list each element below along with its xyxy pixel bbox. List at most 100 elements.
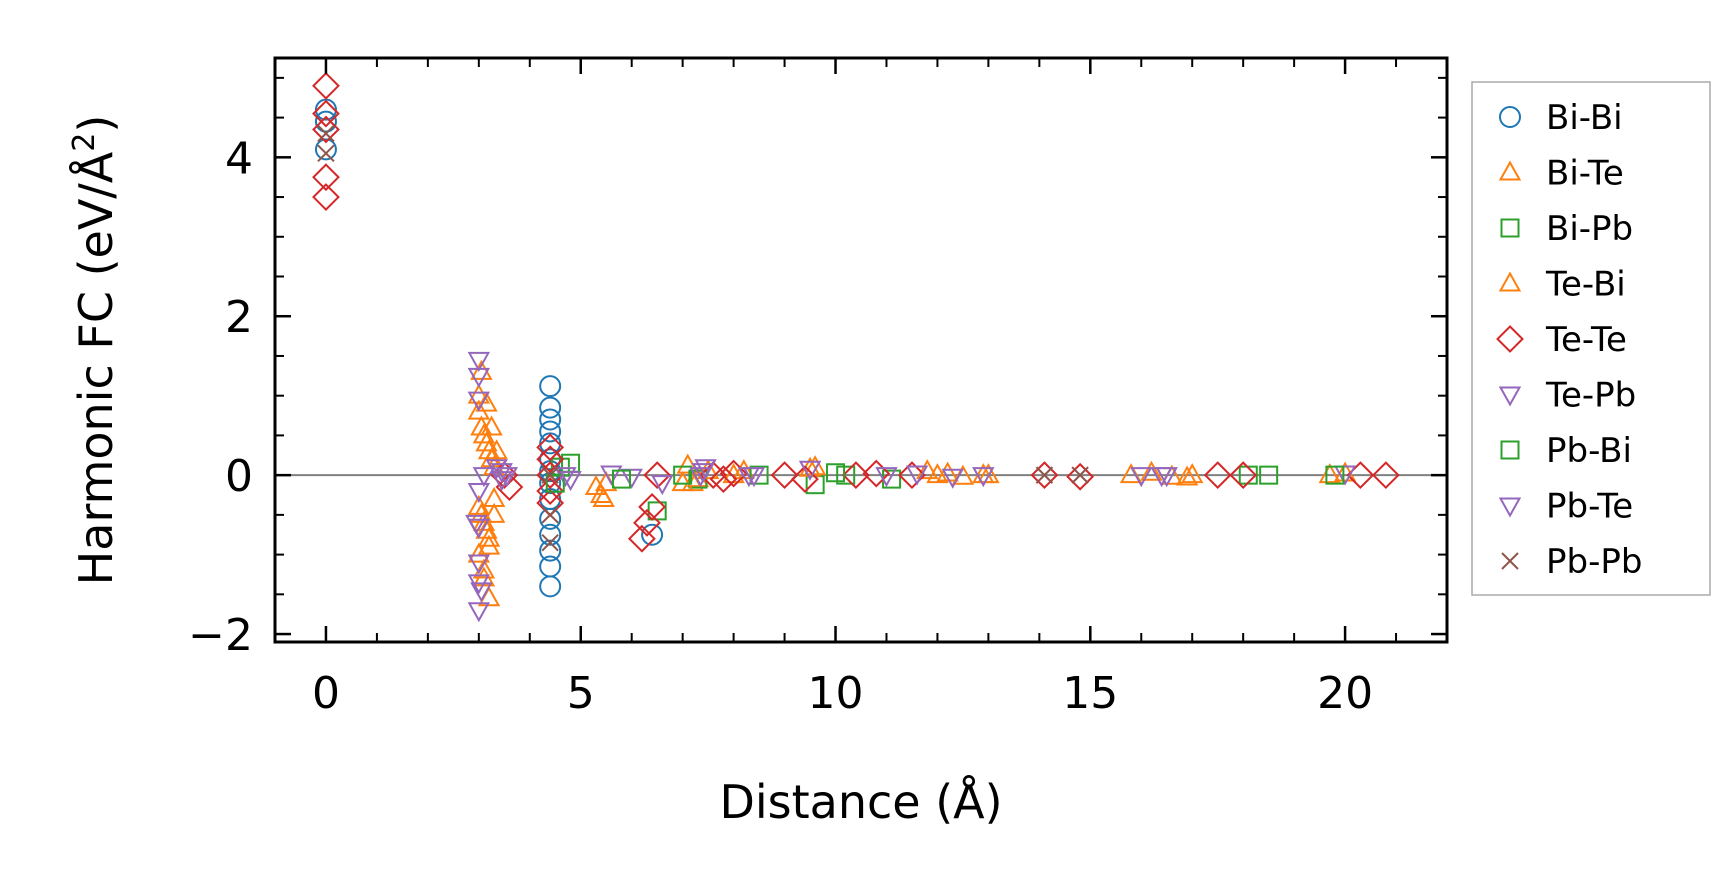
data-point-te-pb (1333, 465, 1357, 486)
legend-label-pb-bi: Pb-Bi (1546, 431, 1632, 471)
data-point-bi-pb (749, 465, 769, 485)
data-point-te-bi (482, 502, 506, 523)
data-point-bi-te (477, 526, 501, 547)
data-point-te-te (719, 459, 748, 488)
data-point-te-te (312, 115, 340, 144)
legend-marker-te-bi (1498, 271, 1522, 292)
legend-label-pb-te: Pb-Te (1546, 487, 1633, 527)
data-point-te-bi (475, 391, 498, 412)
data-point-te-pb (467, 367, 491, 388)
y-axis-label-close: ) (69, 115, 123, 133)
y-axis-label-superscript: 2 (67, 133, 102, 152)
data-point-te-bi (926, 463, 949, 484)
data-point-te-pb (467, 391, 491, 412)
data-point-te-te (536, 433, 565, 462)
data-point-pb-pb (1035, 466, 1054, 484)
data-point-te-bi (1175, 465, 1199, 486)
data-point-bi-bi (539, 420, 562, 443)
data-point-te-te (862, 459, 891, 488)
data-point-pb-pb (541, 533, 559, 552)
x-tick-label: 15 (1062, 668, 1118, 719)
data-point-te-pb (554, 467, 577, 488)
data-point-te-pb (798, 460, 822, 481)
data-point-pb-te (559, 471, 582, 492)
legend-marker-pb-te (1498, 497, 1522, 518)
data-point-bi-te (475, 431, 498, 452)
legend-label-pb-pb: Pb-Pb (1546, 542, 1642, 582)
data-point-pb-bi (612, 469, 632, 489)
data-point-pb-te (694, 459, 717, 480)
legend-label-bi-bi: Bi-Bi (1546, 98, 1623, 138)
data-point-pb-pb (541, 466, 559, 484)
data-point-te-te (536, 477, 565, 505)
data-point-te-pb (905, 465, 929, 486)
y-axis-label: Harmonic FC (eV/Å2) (67, 115, 123, 586)
series-te-te (312, 71, 1400, 553)
data-point-te-bi (477, 534, 501, 555)
y-tick-label: −2 (188, 610, 253, 661)
data-point-te-te (898, 461, 926, 490)
data-point-te-te (627, 524, 656, 553)
data-point-pb-pb (541, 506, 559, 524)
data-point-te-pb (1130, 467, 1153, 488)
data-point-bi-te (1318, 463, 1342, 484)
data-point-te-te (1030, 461, 1059, 490)
y-axis-label-main: Harmonic FC (eV/Å (69, 151, 123, 585)
data-point-bi-bi (539, 396, 562, 419)
series-pb-te (465, 459, 1173, 603)
data-point-pb-pb (1071, 466, 1089, 484)
data-point-te-te (1371, 461, 1400, 490)
data-point-te-bi (485, 439, 508, 460)
data-point-te-te (312, 163, 340, 192)
data-point-pb-te (465, 514, 488, 535)
data-point-te-bi (977, 463, 1000, 484)
y-tick-label: 2 (225, 292, 253, 343)
data-point-te-pb (467, 602, 491, 623)
data-point-bi-pb (1259, 465, 1279, 485)
data-point-te-te (643, 461, 672, 490)
data-point-te-bi (480, 415, 503, 436)
data-point-pb-te (1150, 467, 1173, 488)
data-point-te-pb (467, 351, 491, 372)
legend: Bi-Bi Bi-Te Bi-Pb Te-Bi Te-Te Te-Pb Pb-Bi Pb-Te… (1471, 81, 1711, 596)
data-point-pb-te (941, 468, 964, 489)
series-pb-bi (545, 463, 1345, 493)
data-point-bi-te (475, 518, 498, 539)
data-point-te-te (536, 445, 565, 474)
series-pb-pb (317, 124, 1089, 552)
data-point-bi-bi (539, 375, 562, 398)
data-point-te-te (495, 473, 524, 501)
data-point-te-te (312, 183, 340, 211)
data-point-pb-te (737, 467, 761, 488)
axis-ticks (275, 58, 1447, 642)
data-point-pb-pb (317, 144, 335, 163)
legend-marker-pb-pb (1501, 552, 1519, 570)
legend-label-bi-pb: Bi-Pb (1546, 209, 1633, 249)
x-axis-label: Distance (Å) (719, 775, 1002, 829)
data-point-bi-te (1140, 460, 1163, 481)
data-markers (312, 71, 1400, 623)
data-point-te-bi (696, 459, 720, 480)
data-point-te-pb (620, 468, 643, 489)
x-tick-label: 5 (567, 668, 595, 719)
data-point-pb-te (490, 471, 513, 492)
data-point-pb-bi (545, 473, 565, 493)
data-point-bi-te (732, 459, 756, 480)
data-point-te-te (770, 461, 799, 490)
data-point-pb-bi (826, 463, 846, 483)
data-point-bi-bi (539, 523, 562, 546)
data-point-te-te (1066, 462, 1095, 491)
data-point-te-te (633, 508, 661, 537)
data-point-bi-bi (539, 575, 562, 598)
x-tick-label: 20 (1317, 668, 1373, 719)
data-point-bi-bi (539, 432, 562, 455)
data-point-te-pb (467, 483, 491, 504)
legend-marker-te-pb (1498, 386, 1522, 407)
data-point-bi-te (803, 455, 827, 476)
data-point-pb-pb (317, 124, 335, 143)
legend-label-te-pb: Te-Pb (1545, 376, 1636, 416)
data-point-pb-te (470, 582, 493, 603)
data-point-bi-te (467, 494, 491, 515)
